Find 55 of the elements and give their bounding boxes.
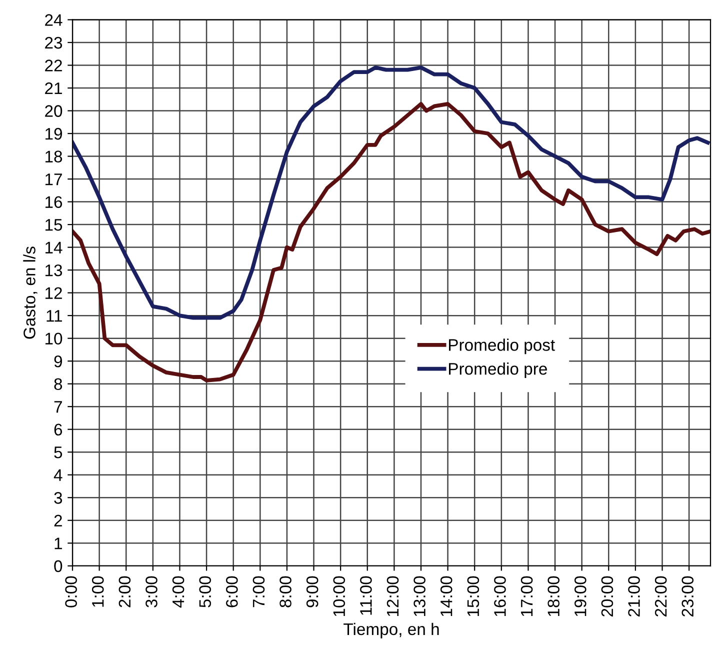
x-tick-label: 9:00 — [306, 576, 318, 608]
y-tick-label: 0 — [54, 560, 62, 572]
y-tick-label: 19 — [46, 128, 62, 140]
x-tick-label: 1:00 — [92, 576, 104, 607]
y-tick-label: 13 — [46, 264, 62, 276]
y-tick-label: 24 — [45, 14, 62, 26]
x-tick-label: 21:00 — [628, 576, 640, 616]
x-tick-label: 6:00 — [226, 576, 238, 608]
line-series — [72, 102, 710, 382]
y-tick-label: 7 — [54, 401, 62, 413]
x-tick-label: 10:00 — [333, 576, 346, 616]
x-tick-label: 22:00 — [654, 576, 667, 616]
y-tick-label: 11 — [46, 310, 62, 322]
legend-label: Promedio post — [449, 338, 555, 354]
y-tick-label: 15 — [46, 219, 62, 231]
x-tick-label: 18:00 — [548, 576, 560, 616]
y-tick-label: 1 — [54, 538, 62, 550]
y-tick-label: 21 — [45, 82, 62, 94]
x-tick-label: 8:00 — [280, 576, 292, 608]
x-tick-label: 19:00 — [574, 576, 586, 616]
x-tick-label: 11:00 — [360, 576, 372, 615]
line-series — [72, 66, 710, 320]
y-axis-title: Gasto, en l/s — [23, 246, 38, 339]
y-tick-label: 18 — [46, 150, 62, 162]
y-tick-label: 6 — [54, 424, 62, 436]
x-tick-label: 3:00 — [146, 576, 158, 608]
y-tick-label: 2 — [54, 514, 62, 526]
x-tick-label: 23:00 — [682, 576, 694, 616]
x-tick-label: 0:00 — [65, 576, 77, 608]
y-tick-label: 17 — [46, 174, 62, 186]
x-tick-label: 7:00 — [252, 576, 265, 608]
legend-label: Promedio pre — [449, 362, 547, 378]
x-tick-label: 4:00 — [172, 576, 184, 608]
x-tick-label: 16:00 — [494, 576, 506, 616]
y-tick-label: 20 — [45, 105, 62, 117]
y-tick-label: 3 — [54, 492, 62, 504]
x-tick-label: 20:00 — [601, 576, 614, 616]
x-tick-label: 5:00 — [199, 576, 212, 608]
x-tick-label: 15:00 — [467, 576, 480, 616]
y-tick-label: 4 — [54, 469, 62, 481]
y-tick-label: 10 — [46, 332, 62, 345]
x-tick-label: 17:00 — [520, 576, 533, 616]
y-tick-label: 23 — [45, 36, 62, 49]
y-tick-label: 8 — [54, 378, 62, 390]
x-tick-label: 14:00 — [440, 576, 452, 616]
y-tick-label: 22 — [45, 60, 62, 72]
y-tick-label: 12 — [46, 287, 62, 299]
y-tick-label: 16 — [46, 196, 62, 208]
y-tick-label: 5 — [54, 446, 62, 458]
x-tick-label: 12:00 — [386, 576, 399, 616]
x-tick-label: 13:00 — [414, 576, 426, 616]
x-axis-title: Tiempo, en h — [344, 622, 439, 638]
y-tick-label: 14 — [46, 242, 62, 254]
y-tick-label: 9 — [54, 355, 62, 368]
x-tick-label: 2:00 — [118, 576, 131, 608]
